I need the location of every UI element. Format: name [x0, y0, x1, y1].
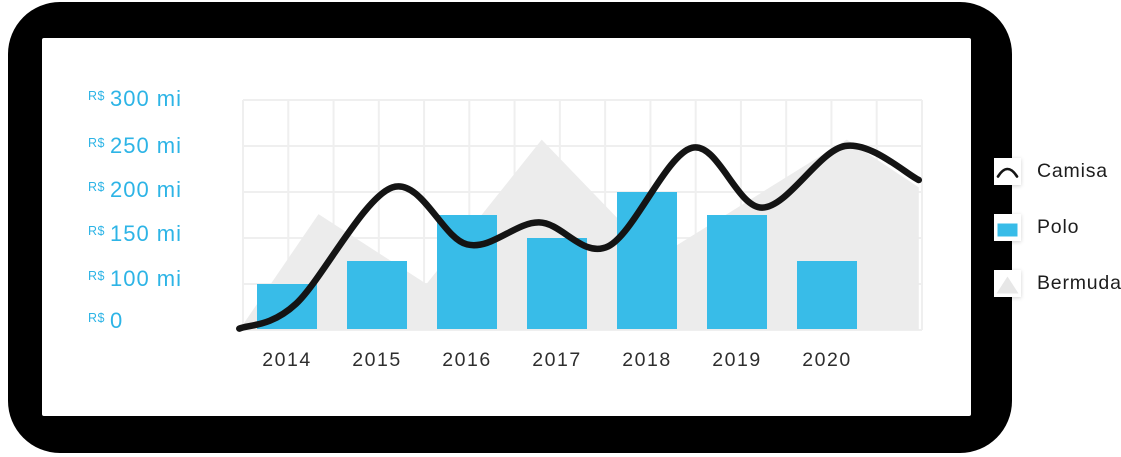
currency-prefix: R$	[88, 269, 105, 283]
y-tick-label: 0	[109, 308, 124, 333]
currency-prefix: R$	[88, 89, 105, 103]
y-tick-label: 200 mi	[109, 177, 183, 202]
currency-prefix: R$	[88, 311, 105, 325]
currency-prefix: R$	[88, 224, 105, 238]
y-axis-tick: R$ 250 mi	[88, 133, 182, 159]
y-tick-label: 150 mi	[109, 221, 183, 246]
legend-label: Camisa	[1037, 160, 1108, 182]
gray-triangle-icon	[994, 270, 1021, 297]
legend-label: Bermuda	[1037, 272, 1121, 294]
y-axis-tick: R$ 100 mi	[88, 266, 182, 292]
y-tick-label: 250 mi	[109, 133, 183, 158]
currency-prefix: R$	[88, 136, 105, 150]
legend-item-camisa: Camisa	[994, 158, 1108, 185]
y-axis-tick: R$ 150 mi	[88, 221, 182, 247]
x-axis-label-2014: 2014	[262, 349, 312, 371]
blue-square-icon	[994, 214, 1021, 241]
curve-line-icon	[994, 158, 1021, 185]
legend-label: Polo	[1037, 216, 1080, 238]
y-tick-label: 100 mi	[109, 266, 183, 291]
x-axis-label-2015: 2015	[352, 349, 402, 371]
x-axis-label-2018: 2018	[622, 349, 672, 371]
x-axis-label-2017: 2017	[532, 349, 582, 371]
y-axis-tick: R$ 0	[88, 308, 123, 334]
x-axis-label-2020: 2020	[802, 349, 852, 371]
legend-item-bermuda: Bermuda	[994, 270, 1121, 297]
legend-item-polo: Polo	[994, 214, 1079, 241]
y-tick-label: 300 mi	[109, 86, 183, 111]
y-axis-tick: R$ 300 mi	[88, 86, 182, 112]
y-axis-tick: R$ 200 mi	[88, 177, 182, 203]
currency-prefix: R$	[88, 180, 105, 194]
x-axis-label-2016: 2016	[442, 349, 492, 371]
x-axis-label-2019: 2019	[712, 349, 762, 371]
